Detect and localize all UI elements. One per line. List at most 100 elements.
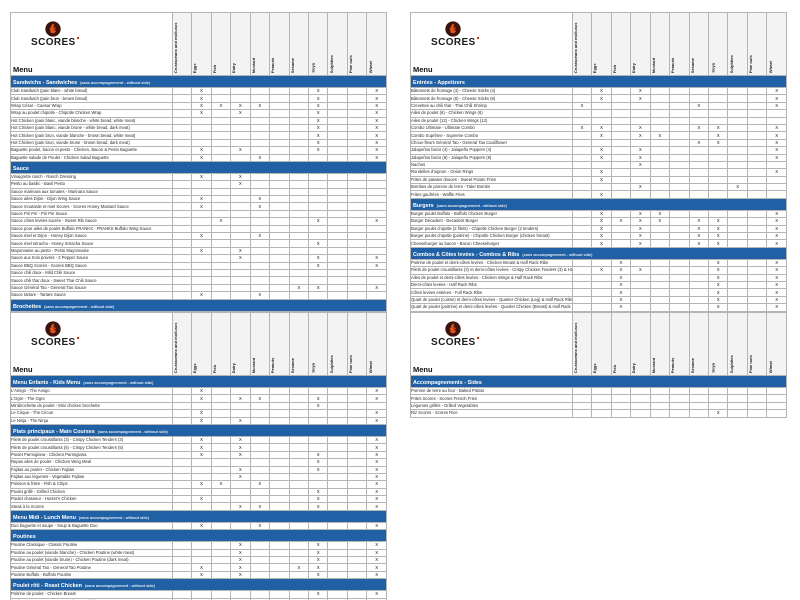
menu-title: Menu [13, 365, 33, 374]
allergen-mark: X [766, 303, 787, 312]
allergen-mark-cell [269, 450, 290, 460]
allergen-mark: X [766, 217, 787, 226]
allergen-mark-cell [327, 180, 348, 189]
allergen-mark-cell [571, 160, 593, 170]
allergen-mark-cell [269, 394, 290, 403]
allergen-mark-cell [649, 232, 671, 241]
menu-item-name: Baguette salade de Poulet - Chicken Sala… [10, 153, 173, 162]
allergen-mark-cell [610, 209, 632, 219]
allergen-mark-cell [249, 386, 271, 396]
allergen-mark: X [249, 202, 271, 211]
allergen-mark-cell [346, 187, 368, 197]
allergen-table: SCORES Menu Mollusques et crustacésCrustac… [10, 312, 387, 600]
menu-item-name: Poutine au poulet (viande brune) - Chick… [10, 556, 173, 565]
allergen-column-header: ArachidesPeanuts [269, 312, 290, 376]
allergen-mark-cell [288, 401, 310, 411]
allergen-mark-cell [746, 224, 768, 234]
allergen-mark-cell [269, 239, 290, 248]
allergen-mark-cell [288, 450, 310, 460]
menu-title: Menu [13, 65, 33, 74]
allergen-mark-cell [610, 175, 632, 185]
menu-title: Menu [413, 365, 433, 374]
allergen-mark: X [308, 394, 329, 403]
table-header-row: SCORES Menu Mollusques et crustacésCrustac… [10, 312, 387, 376]
allergen-sheet: SCORES Menu Mollusques et crustacésCrustac… [10, 312, 387, 600]
allergen-mark: X [708, 217, 729, 226]
allergen-mark-cell [746, 86, 768, 96]
allergen-mark: X [610, 280, 632, 290]
allergen-mark-cell [727, 131, 748, 140]
allergen-mark-cell [288, 443, 310, 452]
allergen-mark-cell [269, 94, 290, 103]
allergen-mark: X [308, 217, 329, 226]
allergen-mark-cell [591, 386, 612, 396]
section-header-row: Menu Enfants - Kids Menu (sans accompagne… [10, 375, 387, 388]
allergen-mark-cell [288, 590, 310, 599]
allergen-mark-cell [366, 209, 387, 219]
rooster-flame-icon [45, 21, 61, 37]
allergen-mark: X [630, 209, 651, 219]
allergen-mark-cell [171, 276, 193, 285]
allergen-mark-cell [210, 131, 232, 140]
allergen-mark-cell [649, 190, 671, 199]
allergen-mark-cell [746, 280, 768, 290]
allergen-mark-cell [346, 394, 368, 403]
scores-logo: SCORES [31, 321, 171, 348]
sheet-page-4: SCORES Menu Mollusques et crustacésCrustac… [400, 300, 800, 600]
allergen-mark-cell [288, 131, 310, 140]
allergen-mark-cell [327, 131, 348, 140]
allergen-mark-cell [308, 224, 329, 234]
allergen-mark-cell [708, 209, 729, 219]
allergen-mark: X [308, 261, 329, 271]
allergen-mark-cell [688, 116, 710, 125]
menu-item-row: Frites Scores - Scores French Fries [410, 394, 787, 403]
allergen-mark-cell [346, 465, 368, 474]
allergen-mark: X [366, 548, 387, 558]
allergen-mark-cell [571, 94, 593, 103]
allergen-mark-cell [727, 101, 748, 111]
allergen-mark: X [708, 280, 729, 290]
allergen-mark-cell [346, 224, 368, 234]
allergen-column-header: Noix de pinPine nuts [346, 12, 368, 76]
allergen-mark: X [308, 138, 329, 148]
allergen-mark-cell [346, 239, 368, 248]
allergen-mark-cell [288, 94, 310, 103]
menu-item-row: Rondelles d'oignon - Onion Rings X X [410, 168, 787, 177]
allergen-mark-cell [210, 548, 232, 558]
menu-item-row: Vinaigrette ranch - Ranch Dressing X X [10, 172, 387, 182]
allergen-mark: X [191, 153, 212, 162]
menu-item-row: Jalapeños farcis (4) - Jalapeño Poppers … [410, 146, 787, 155]
allergen-mark-cell [210, 123, 232, 133]
allergen-mark-cell [669, 86, 690, 96]
allergen-mark-cell [649, 86, 671, 96]
allergen-mark-cell [327, 94, 348, 103]
allergen-mark: X [766, 153, 787, 162]
allergen-mark-cell [288, 416, 310, 425]
menu-item-row: Sauce tartare - Tartare Sauce X X [10, 291, 387, 300]
allergen-mark-cell [327, 116, 348, 125]
allergen-mark-cell [327, 394, 348, 403]
allergen-mark-cell [249, 187, 271, 197]
allergen-column-header: Soya [308, 12, 329, 76]
allergen-column-header: Mollusques et crustacésCrustaceans and m… [171, 312, 193, 376]
allergen-mark-cell [610, 109, 632, 118]
allergen-column-header: OeufsEggs [591, 312, 612, 376]
allergen-mark-cell [171, 131, 193, 140]
allergen-mark-cell [366, 246, 387, 256]
section-header-cell: Accompagnements - Sides [410, 375, 787, 388]
allergen-mark-cell [688, 146, 710, 155]
allergen-column-label: BléWheat [767, 61, 773, 73]
allergen-mark-cell [210, 180, 232, 189]
allergen-mark-cell [649, 239, 671, 248]
allergen-mark: X [366, 86, 387, 96]
menu-item-row: Combo Ultimate - Ultimate Combo X X X X X X [410, 123, 787, 133]
allergen-mark-cell [249, 548, 271, 558]
menu-item-name: Hot Chicken (pain blanc, viande blanche … [10, 116, 173, 125]
allergen-mark: X [366, 590, 387, 599]
allergen-mark-cell [346, 590, 368, 599]
allergen-mark-cell [327, 435, 348, 445]
allergen-column-header: PoissonFish [210, 12, 232, 76]
allergen-mark: X [708, 288, 729, 297]
table-header-row: SCORES Menu Mollusques et crustacésCrustac… [410, 12, 787, 76]
allergen-mark-cell [591, 109, 612, 118]
